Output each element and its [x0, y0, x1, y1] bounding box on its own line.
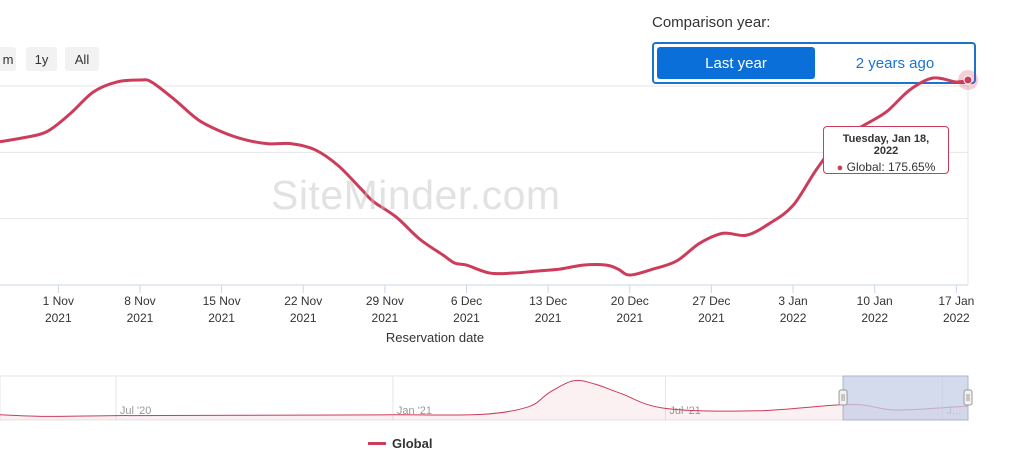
range-button-m[interactable]: m: [0, 47, 16, 71]
tooltip-series-name: Global: [846, 160, 882, 174]
navigator-selection[interactable]: [842, 375, 969, 421]
x-tick-year: 2021: [45, 311, 72, 325]
x-tick-year: 2021: [127, 311, 154, 325]
x-tick-label: 27 Dec: [692, 294, 730, 308]
legend-series-label: Global: [392, 436, 433, 451]
x-tick-year: 2022: [861, 311, 888, 325]
x-tick-label: 17 Jan: [938, 294, 974, 308]
series-line-global[interactable]: [0, 76, 969, 277]
x-tick-year: 2021: [698, 311, 725, 325]
legend-line-icon: [368, 442, 386, 445]
navigator-handle-left[interactable]: [838, 389, 848, 406]
navigator-label: Jul '21: [669, 405, 700, 417]
x-tick-label: 29 Nov: [366, 294, 404, 308]
navigator-series-line: [0, 379, 969, 417]
navigator-frame: [0, 375, 969, 421]
tooltip-series-value: 175.65%: [887, 160, 936, 174]
x-tick-label: 22 Nov: [284, 294, 322, 308]
x-tick-year: 2021: [372, 311, 399, 325]
last-year-button[interactable]: Last year: [657, 47, 815, 79]
navigator-handle-right[interactable]: [963, 389, 973, 406]
x-tick-label: 3 Jan: [778, 294, 807, 308]
siteminder-watermark: SiteMinder.com: [271, 172, 561, 218]
x-tick-year: 2022: [943, 311, 970, 325]
x-tick-label: 15 Nov: [203, 294, 241, 308]
x-tick-year: 2021: [535, 311, 562, 325]
tooltip-date: Tuesday, Jan 18, 2022: [842, 133, 930, 157]
chart-tooltip: Tuesday, Jan 18, 2022 ● Global: 175.65%: [823, 126, 949, 174]
range-button-all[interactable]: All: [65, 47, 99, 71]
x-tick-label: 10 Jan: [857, 294, 893, 308]
x-tick-year: 2021: [616, 311, 643, 325]
x-tick-year: 2022: [780, 311, 807, 325]
x-tick-year: 2021: [453, 311, 480, 325]
range-button-label: m: [2, 51, 14, 67]
x-tick-label: 20 Dec: [611, 294, 649, 308]
navigator-label: Jul '20: [120, 405, 151, 417]
x-tick-label: 13 Dec: [529, 294, 567, 308]
chart-legend[interactable]: Global: [368, 436, 432, 451]
comparison-year-toggle: Last year 2 years ago: [652, 42, 976, 84]
comparison-year-label: Comparison year:: [652, 14, 771, 31]
x-tick-label: 6 Dec: [451, 294, 482, 308]
range-button-label: 1y: [34, 51, 49, 67]
x-axis-title: Reservation date: [386, 330, 484, 345]
tooltip-value: ● Global: 175.65%: [836, 160, 936, 174]
range-button-1y[interactable]: 1y: [26, 47, 57, 71]
x-tick-year: 2021: [290, 311, 317, 325]
hover-point[interactable]: [963, 75, 973, 85]
x-tick-label: 8 Nov: [124, 294, 155, 308]
two-years-ago-button[interactable]: 2 years ago: [855, 54, 935, 72]
x-tick-label: 1 Nov: [43, 294, 74, 308]
navigator-label: Jan '21: [397, 405, 432, 417]
range-button-label: All: [74, 51, 90, 67]
x-tick-year: 2021: [208, 311, 235, 325]
series-dot-icon: ●: [836, 162, 844, 174]
